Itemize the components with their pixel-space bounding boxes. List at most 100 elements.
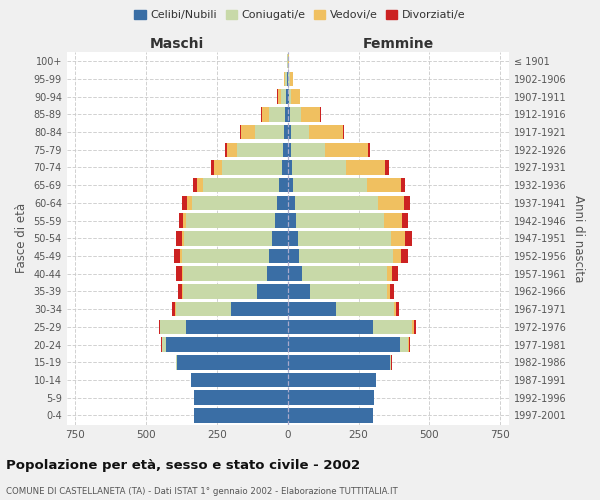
Bar xyxy=(289,72,290,86)
Bar xyxy=(288,320,373,334)
Bar xyxy=(301,107,320,122)
Bar xyxy=(288,249,299,264)
Bar xyxy=(400,338,408,352)
Bar xyxy=(385,160,389,174)
Bar xyxy=(285,107,288,122)
Bar xyxy=(325,142,368,157)
Bar xyxy=(310,284,387,298)
Bar xyxy=(288,231,298,246)
Bar xyxy=(238,142,283,157)
Bar xyxy=(336,302,394,316)
Bar xyxy=(288,107,290,122)
Bar xyxy=(161,338,166,352)
Bar xyxy=(288,125,290,140)
Bar xyxy=(176,231,182,246)
Bar xyxy=(288,390,374,405)
Bar xyxy=(225,142,227,157)
Bar xyxy=(346,160,385,174)
Bar xyxy=(288,266,302,281)
Bar xyxy=(255,125,284,140)
Bar xyxy=(373,320,412,334)
Bar xyxy=(288,178,293,192)
Bar xyxy=(281,90,286,104)
Bar xyxy=(392,249,401,264)
Bar xyxy=(182,231,184,246)
Bar xyxy=(231,302,288,316)
Bar xyxy=(293,178,367,192)
Text: COMUNE DI CASTELLANETA (TA) - Dati ISTAT 1° gennaio 2002 - Elaborazione TUTTITAL: COMUNE DI CASTELLANETA (TA) - Dati ISTAT… xyxy=(6,487,398,496)
Y-axis label: Anni di nascita: Anni di nascita xyxy=(572,194,585,282)
Bar xyxy=(288,338,400,352)
Bar xyxy=(392,266,398,281)
Text: Maschi: Maschi xyxy=(150,38,205,52)
Y-axis label: Fasce di età: Fasce di età xyxy=(15,204,28,274)
Text: Femmine: Femmine xyxy=(362,38,434,52)
Bar xyxy=(288,160,292,174)
Bar xyxy=(290,72,293,86)
Bar xyxy=(183,266,266,281)
Bar xyxy=(277,196,288,210)
Bar xyxy=(367,178,401,192)
Bar xyxy=(394,302,395,316)
Bar xyxy=(412,320,414,334)
Bar xyxy=(292,90,300,104)
Bar xyxy=(384,214,403,228)
Bar xyxy=(278,90,281,104)
Bar xyxy=(401,249,408,264)
Bar xyxy=(387,266,392,281)
Bar xyxy=(390,284,394,298)
Bar xyxy=(194,408,288,422)
Bar xyxy=(211,160,214,174)
Bar xyxy=(184,231,272,246)
Bar xyxy=(176,302,231,316)
Bar xyxy=(390,355,391,370)
Bar xyxy=(257,284,288,298)
Bar xyxy=(269,249,288,264)
Bar xyxy=(343,125,344,140)
Bar xyxy=(284,72,285,86)
Bar xyxy=(288,90,289,104)
Bar xyxy=(183,284,257,298)
Bar xyxy=(288,284,310,298)
Bar xyxy=(183,214,186,228)
Bar xyxy=(296,214,384,228)
Bar xyxy=(193,178,197,192)
Bar xyxy=(261,107,262,122)
Bar xyxy=(288,355,390,370)
Bar xyxy=(284,125,288,140)
Bar xyxy=(172,302,175,316)
Bar xyxy=(285,72,287,86)
Bar xyxy=(288,214,296,228)
Bar xyxy=(179,214,183,228)
Bar xyxy=(182,196,187,210)
Bar xyxy=(292,160,346,174)
Bar xyxy=(290,125,309,140)
Bar xyxy=(279,178,288,192)
Bar xyxy=(241,125,255,140)
Bar xyxy=(182,266,183,281)
Bar xyxy=(214,160,222,174)
Bar xyxy=(289,90,292,104)
Bar xyxy=(299,249,392,264)
Bar xyxy=(177,355,288,370)
Bar xyxy=(187,196,192,210)
Bar xyxy=(288,408,373,422)
Bar xyxy=(180,249,182,264)
Bar xyxy=(387,284,390,298)
Bar xyxy=(186,214,275,228)
Bar xyxy=(197,178,203,192)
Bar xyxy=(379,196,404,210)
Bar xyxy=(404,196,410,210)
Bar xyxy=(166,338,288,352)
Bar xyxy=(298,231,391,246)
Bar xyxy=(309,125,343,140)
Bar xyxy=(409,338,410,352)
Legend: Celibi/Nubili, Coniugati/e, Vedovi/e, Divorziati/e: Celibi/Nubili, Coniugati/e, Vedovi/e, Di… xyxy=(130,6,470,25)
Bar xyxy=(174,249,180,264)
Bar xyxy=(288,372,376,387)
Bar xyxy=(406,231,412,246)
Bar xyxy=(239,125,241,140)
Bar xyxy=(192,196,277,210)
Bar xyxy=(269,107,285,122)
Bar xyxy=(262,107,269,122)
